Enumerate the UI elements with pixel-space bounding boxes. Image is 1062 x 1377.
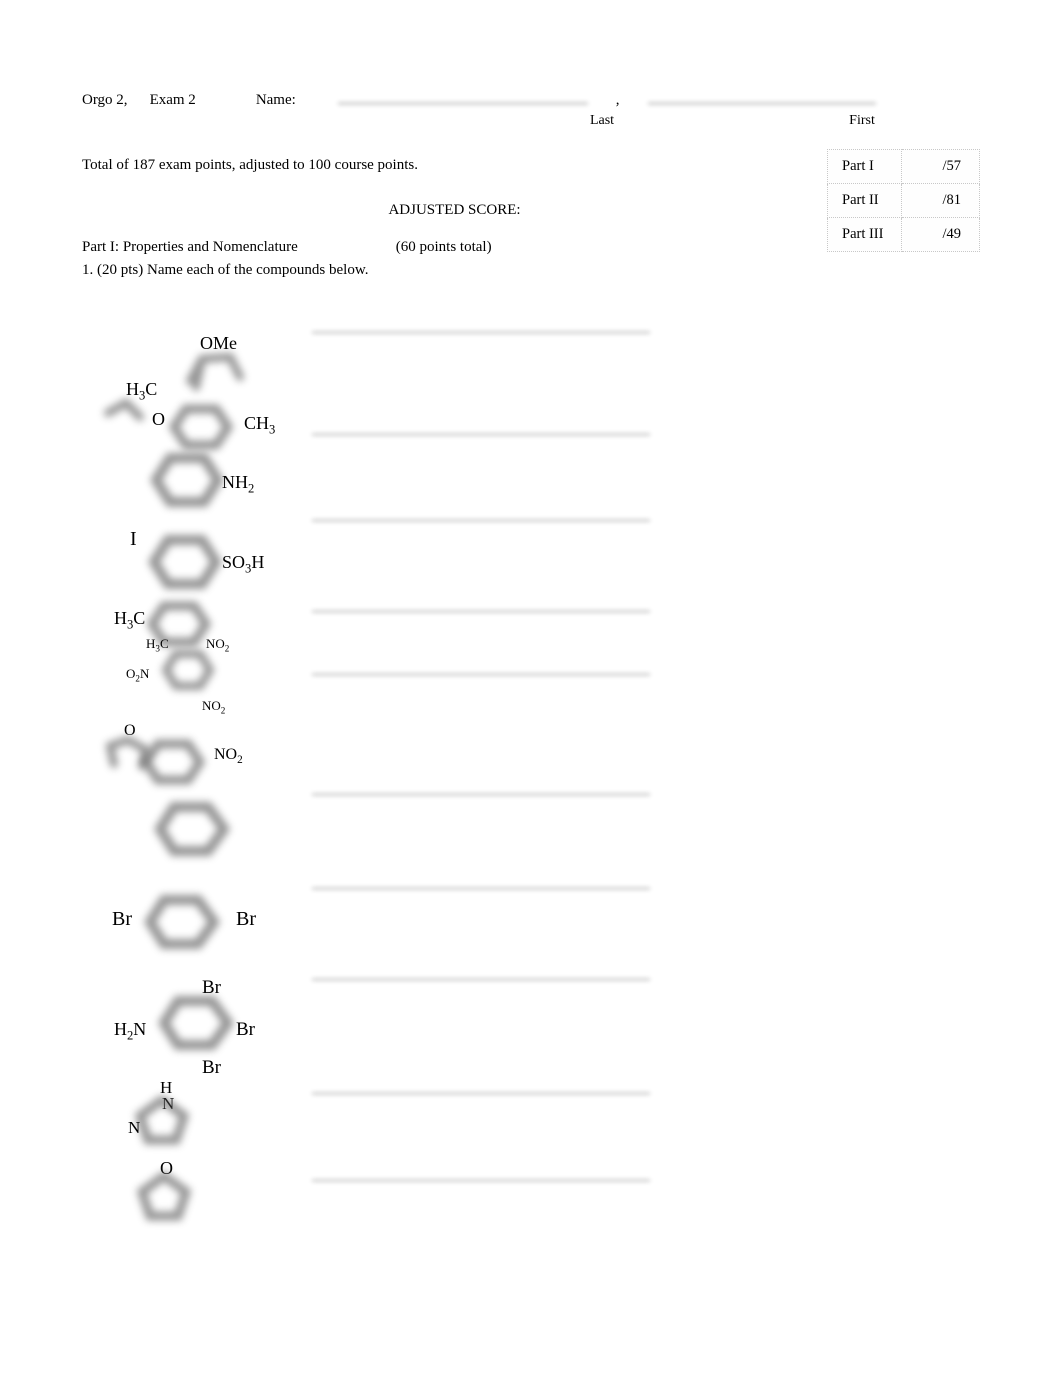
name-label: Name: (256, 92, 296, 109)
answer-line[interactable] (312, 421, 650, 435)
compound-row: H3C H3C NO2 O2N (82, 561, 980, 651)
br-label: Br (112, 908, 132, 931)
last-label: Last (472, 113, 732, 129)
question-1-text: 1. (20 pts) Name each of the compounds b… (82, 262, 827, 279)
answer-line[interactable] (312, 1167, 650, 1181)
exam-label: Exam 2 (150, 92, 196, 109)
compound-row: NH2 (82, 385, 980, 471)
compound-row: Br Br (82, 837, 980, 931)
part1-header: Part I: Properties and Nomenclature (60 … (82, 239, 827, 256)
table-row: Part II/81 (828, 184, 980, 218)
compound-row: I SO3H (82, 471, 980, 561)
answer-line[interactable] (312, 507, 650, 521)
adjusted-score-label: ADJUSTED SCORE: (82, 202, 827, 219)
table-row: Part III/49 (828, 218, 980, 252)
course-label: Orgo 2, (82, 92, 128, 109)
compound-row: NO2 O NO2 (82, 651, 980, 745)
score-part-label: Part II (828, 184, 902, 218)
h3c-label: H3C (114, 608, 145, 633)
total-points-text: Total of 187 exam points, adjusted to 10… (82, 157, 827, 174)
answer-line[interactable] (312, 875, 650, 889)
answer-line[interactable] (312, 781, 650, 795)
compounds-list: OMe H3C O CH3 NH2 I SO3H H3C H3C (82, 289, 980, 1203)
score-part-points: /81 (902, 184, 980, 218)
table-row: Part I/57 (828, 150, 980, 184)
score-part-points: /49 (902, 218, 980, 252)
compound-row: H N N (82, 1031, 980, 1117)
answer-line[interactable] (312, 598, 650, 612)
compound-row: OMe H3C O CH3 (82, 289, 980, 385)
answer-line[interactable] (312, 966, 650, 980)
part1-title: Part I: Properties and Nomenclature (82, 239, 392, 256)
name-comma: , (616, 92, 620, 109)
answer-line[interactable] (312, 661, 650, 675)
score-table: Part I/57 Part II/81 Part III/49 (827, 149, 980, 252)
part1-points: (60 points total) (396, 239, 492, 255)
name-last-input-line[interactable] (338, 86, 588, 104)
score-part-label: Part III (828, 218, 902, 252)
answer-line[interactable] (312, 319, 650, 333)
first-label: First (748, 113, 976, 129)
i-label: I (130, 528, 137, 551)
br-label: Br (236, 908, 256, 931)
name-sublabels: Last First (82, 113, 980, 129)
score-part-points: /57 (902, 150, 980, 184)
name-first-input-line[interactable] (648, 86, 876, 104)
answer-line[interactable] (312, 1080, 650, 1094)
compound-row (82, 745, 980, 837)
compound-row: O (82, 1117, 980, 1203)
compound-row: Br H2N Br Br (82, 931, 980, 1031)
no2-label: NO2 (202, 698, 225, 716)
score-part-label: Part I (828, 150, 902, 184)
exam-header: Orgo 2, Exam 2 Name: , (82, 86, 980, 109)
